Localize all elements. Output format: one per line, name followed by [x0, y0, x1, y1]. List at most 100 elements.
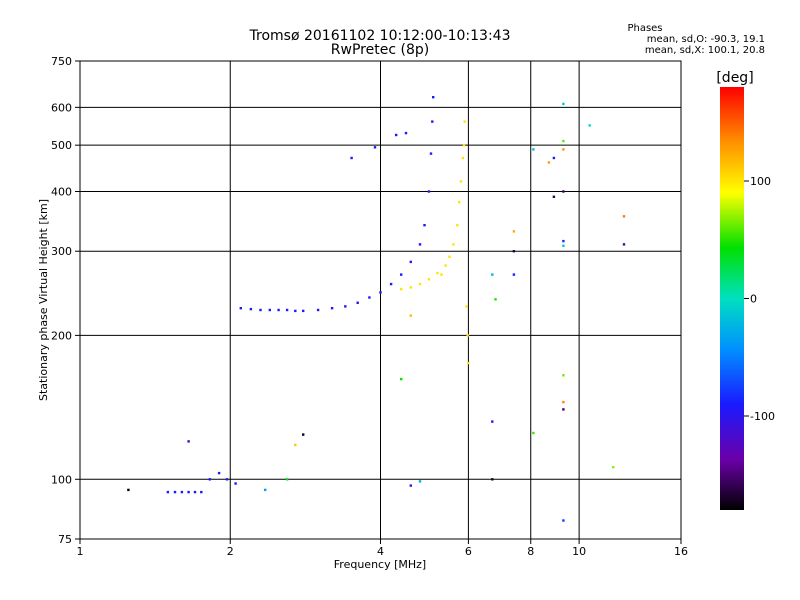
data-point	[512, 250, 516, 253]
data-point	[491, 273, 494, 276]
data-point	[208, 478, 211, 481]
data-point	[440, 273, 443, 276]
colorbar-label: [deg]	[716, 70, 753, 86]
colorbar	[720, 87, 744, 510]
data-point	[356, 301, 359, 304]
data-point	[294, 443, 297, 447]
data-point	[373, 146, 377, 149]
x-tick-label: 4	[377, 545, 384, 558]
data-point	[456, 224, 459, 227]
grid-lines	[80, 61, 681, 539]
data-point	[268, 308, 271, 312]
y-tick-label: 75	[58, 533, 72, 546]
data-point	[423, 224, 426, 227]
data-point	[588, 124, 591, 127]
data-point	[418, 243, 422, 246]
data-point	[612, 466, 615, 469]
x-axis-ticks: 1 2 4 6 8 10 16	[77, 539, 688, 558]
data-point	[622, 243, 626, 246]
data-point	[552, 195, 556, 198]
data-point	[622, 215, 626, 218]
colorbar-tick-label: 100	[750, 175, 771, 188]
data-point	[302, 433, 305, 436]
x-tick-label: 8	[527, 545, 534, 558]
data-point	[277, 308, 280, 312]
data-point	[432, 96, 435, 99]
y-tick-label: 300	[51, 245, 72, 258]
data-point	[431, 120, 434, 123]
y-tick-label: 750	[51, 55, 72, 68]
data-points	[127, 96, 626, 522]
x-axis-label: Frequency [MHz]	[334, 558, 426, 571]
data-point	[562, 519, 565, 522]
data-point	[368, 296, 371, 299]
data-point	[173, 490, 177, 494]
series-2	[127, 102, 626, 522]
data-point	[459, 180, 463, 183]
series-1	[400, 120, 470, 365]
stats-x-line: mean, sd,X: 100.1, 20.8	[645, 45, 765, 56]
data-point	[458, 200, 461, 204]
colorbar-ticks: 100 0 -100	[744, 175, 775, 423]
data-point	[389, 282, 393, 286]
data-point	[562, 139, 565, 143]
data-point	[452, 243, 455, 246]
data-point	[344, 305, 347, 308]
data-point	[409, 260, 412, 264]
x-tick-label: 6	[465, 545, 472, 558]
data-point	[187, 440, 190, 443]
data-point	[512, 273, 516, 276]
y-axis-label: Stationary phase Virtual Height [km]	[37, 199, 50, 401]
data-point	[562, 148, 565, 151]
data-point	[302, 309, 305, 313]
y-tick-label: 600	[51, 101, 72, 114]
data-point	[547, 161, 551, 164]
data-point	[429, 152, 433, 155]
data-point	[462, 144, 466, 147]
data-point	[491, 478, 494, 481]
data-point	[379, 291, 382, 294]
x-tick-label: 2	[227, 545, 234, 558]
y-tick-label: 100	[51, 473, 72, 486]
data-point	[234, 482, 237, 485]
x-tick-label: 10	[572, 545, 586, 558]
data-point	[350, 156, 353, 160]
data-point	[187, 490, 190, 494]
data-point	[285, 478, 289, 481]
data-point	[400, 287, 403, 291]
data-point	[562, 374, 565, 377]
data-point	[465, 305, 468, 308]
data-point	[264, 488, 267, 492]
y-tick-label: 500	[51, 139, 72, 152]
series-0	[166, 96, 435, 494]
data-point	[562, 102, 565, 106]
data-point	[404, 131, 408, 135]
data-point	[217, 471, 221, 475]
data-point	[259, 308, 262, 312]
data-point	[427, 190, 431, 193]
data-point	[552, 156, 556, 160]
data-point	[294, 309, 297, 313]
colorbar-tick-label: 0	[750, 293, 757, 306]
data-point	[330, 307, 334, 310]
data-point	[494, 298, 497, 301]
data-point	[127, 488, 130, 492]
data-point	[409, 484, 412, 487]
data-point	[427, 278, 431, 281]
y-axis-ticks: 75 100 200 300 400 500 600 750	[51, 55, 80, 546]
data-point	[225, 478, 229, 481]
data-point	[285, 308, 289, 312]
data-point	[448, 255, 451, 258]
data-point	[400, 377, 403, 381]
data-point	[463, 120, 466, 123]
data-point	[532, 431, 535, 435]
y-tick-label: 400	[51, 185, 72, 198]
data-point	[562, 190, 565, 193]
data-point	[193, 490, 197, 494]
chart-title: Tromsø 20161102 10:12:00-10:13:43	[249, 28, 511, 44]
data-point	[562, 239, 565, 243]
colorbar-tick-label: -100	[750, 410, 775, 423]
stats-heading: Phases	[627, 23, 662, 34]
